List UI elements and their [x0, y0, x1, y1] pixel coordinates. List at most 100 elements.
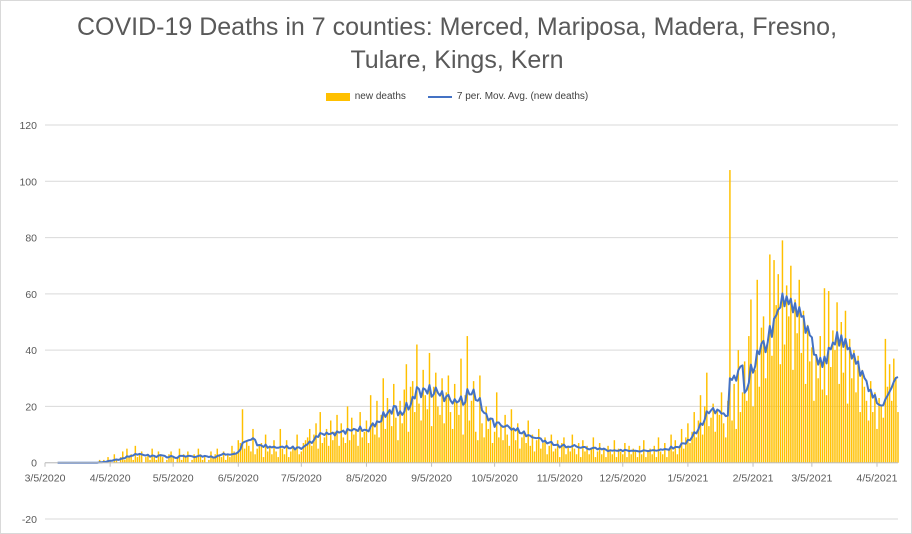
bar [865, 400, 868, 463]
x-tick-label: 3/5/2021 [791, 473, 832, 485]
legend-label-moving-average: 7 per. Mov. Avg. (new deaths) [456, 91, 589, 102]
x-tick-label: 10/5/2020 [471, 473, 518, 485]
bar [521, 437, 523, 463]
bar [227, 454, 229, 463]
bar [285, 440, 288, 463]
bar [153, 457, 155, 463]
bar [792, 369, 794, 463]
bar [420, 420, 422, 463]
bar [248, 445, 250, 463]
bar [254, 454, 256, 463]
x-tick-label: 7/5/2020 [281, 473, 322, 485]
bar [760, 327, 763, 463]
bar [655, 457, 658, 463]
bar [241, 409, 244, 463]
x-tick-label: 6/5/2020 [218, 473, 259, 485]
bar [571, 434, 574, 463]
bar [262, 457, 265, 463]
bar [689, 443, 691, 463]
bar [466, 336, 469, 463]
bar [243, 448, 246, 463]
bar [390, 426, 393, 463]
bar [783, 344, 786, 463]
bar [128, 457, 130, 463]
x-tick-label: 11/5/2020 [537, 473, 583, 485]
bar [876, 428, 878, 463]
bar [811, 347, 813, 463]
bar [122, 451, 124, 463]
bar [664, 443, 666, 463]
bar [374, 434, 376, 463]
bar [304, 440, 307, 463]
bar [544, 437, 546, 463]
bar [546, 454, 548, 463]
bar [815, 355, 817, 463]
bar [416, 344, 418, 463]
bar [609, 451, 611, 463]
bar [170, 451, 172, 463]
bar [834, 350, 836, 463]
bar [311, 445, 313, 463]
bar [632, 448, 635, 463]
bar [140, 451, 143, 463]
bar [367, 443, 370, 463]
bar [468, 420, 471, 463]
bar [185, 457, 187, 463]
bar [239, 443, 242, 463]
bar [182, 454, 185, 463]
bar [838, 383, 840, 463]
bar [483, 437, 485, 463]
bar [622, 454, 624, 463]
bar [327, 445, 330, 463]
bar [619, 451, 622, 463]
bar [250, 451, 252, 463]
bar [321, 443, 324, 463]
chart-legend: new deaths 7 per. Mov. Avg. (new deaths) [1, 91, 912, 102]
bar [640, 454, 643, 463]
bar [235, 454, 237, 463]
bar [168, 454, 170, 463]
bar [464, 395, 466, 463]
bar [872, 412, 874, 463]
bar [124, 459, 126, 463]
bar [745, 400, 748, 463]
bar [132, 459, 134, 463]
bar [306, 437, 309, 463]
bar [613, 440, 616, 463]
bar [224, 459, 227, 463]
bar [569, 451, 571, 463]
bar [596, 451, 599, 463]
bar [848, 338, 851, 463]
bar [720, 392, 723, 463]
bar [586, 445, 588, 463]
y-tick-label: 80 [25, 233, 37, 245]
bar [790, 265, 792, 463]
bar [382, 378, 384, 463]
bar [630, 454, 632, 463]
bar [258, 445, 261, 463]
bar [323, 437, 326, 463]
bar [432, 386, 435, 463]
bar [260, 443, 263, 463]
bar [649, 448, 651, 463]
bar [176, 457, 179, 463]
bar [498, 437, 500, 463]
bar [651, 454, 653, 463]
bar [851, 378, 853, 463]
bar [472, 381, 475, 463]
bar [832, 330, 834, 463]
bar [380, 414, 382, 463]
bar [516, 423, 519, 463]
x-tick-label: 2/5/2021 [733, 473, 774, 485]
bar [384, 428, 387, 463]
x-tick-label: 4/5/2020 [90, 473, 131, 485]
bar [703, 406, 706, 463]
bar [737, 350, 740, 463]
bar [601, 454, 603, 463]
bar [233, 451, 235, 463]
bar [796, 333, 798, 463]
bar [731, 420, 733, 463]
bar [542, 443, 544, 463]
bar [147, 454, 149, 463]
